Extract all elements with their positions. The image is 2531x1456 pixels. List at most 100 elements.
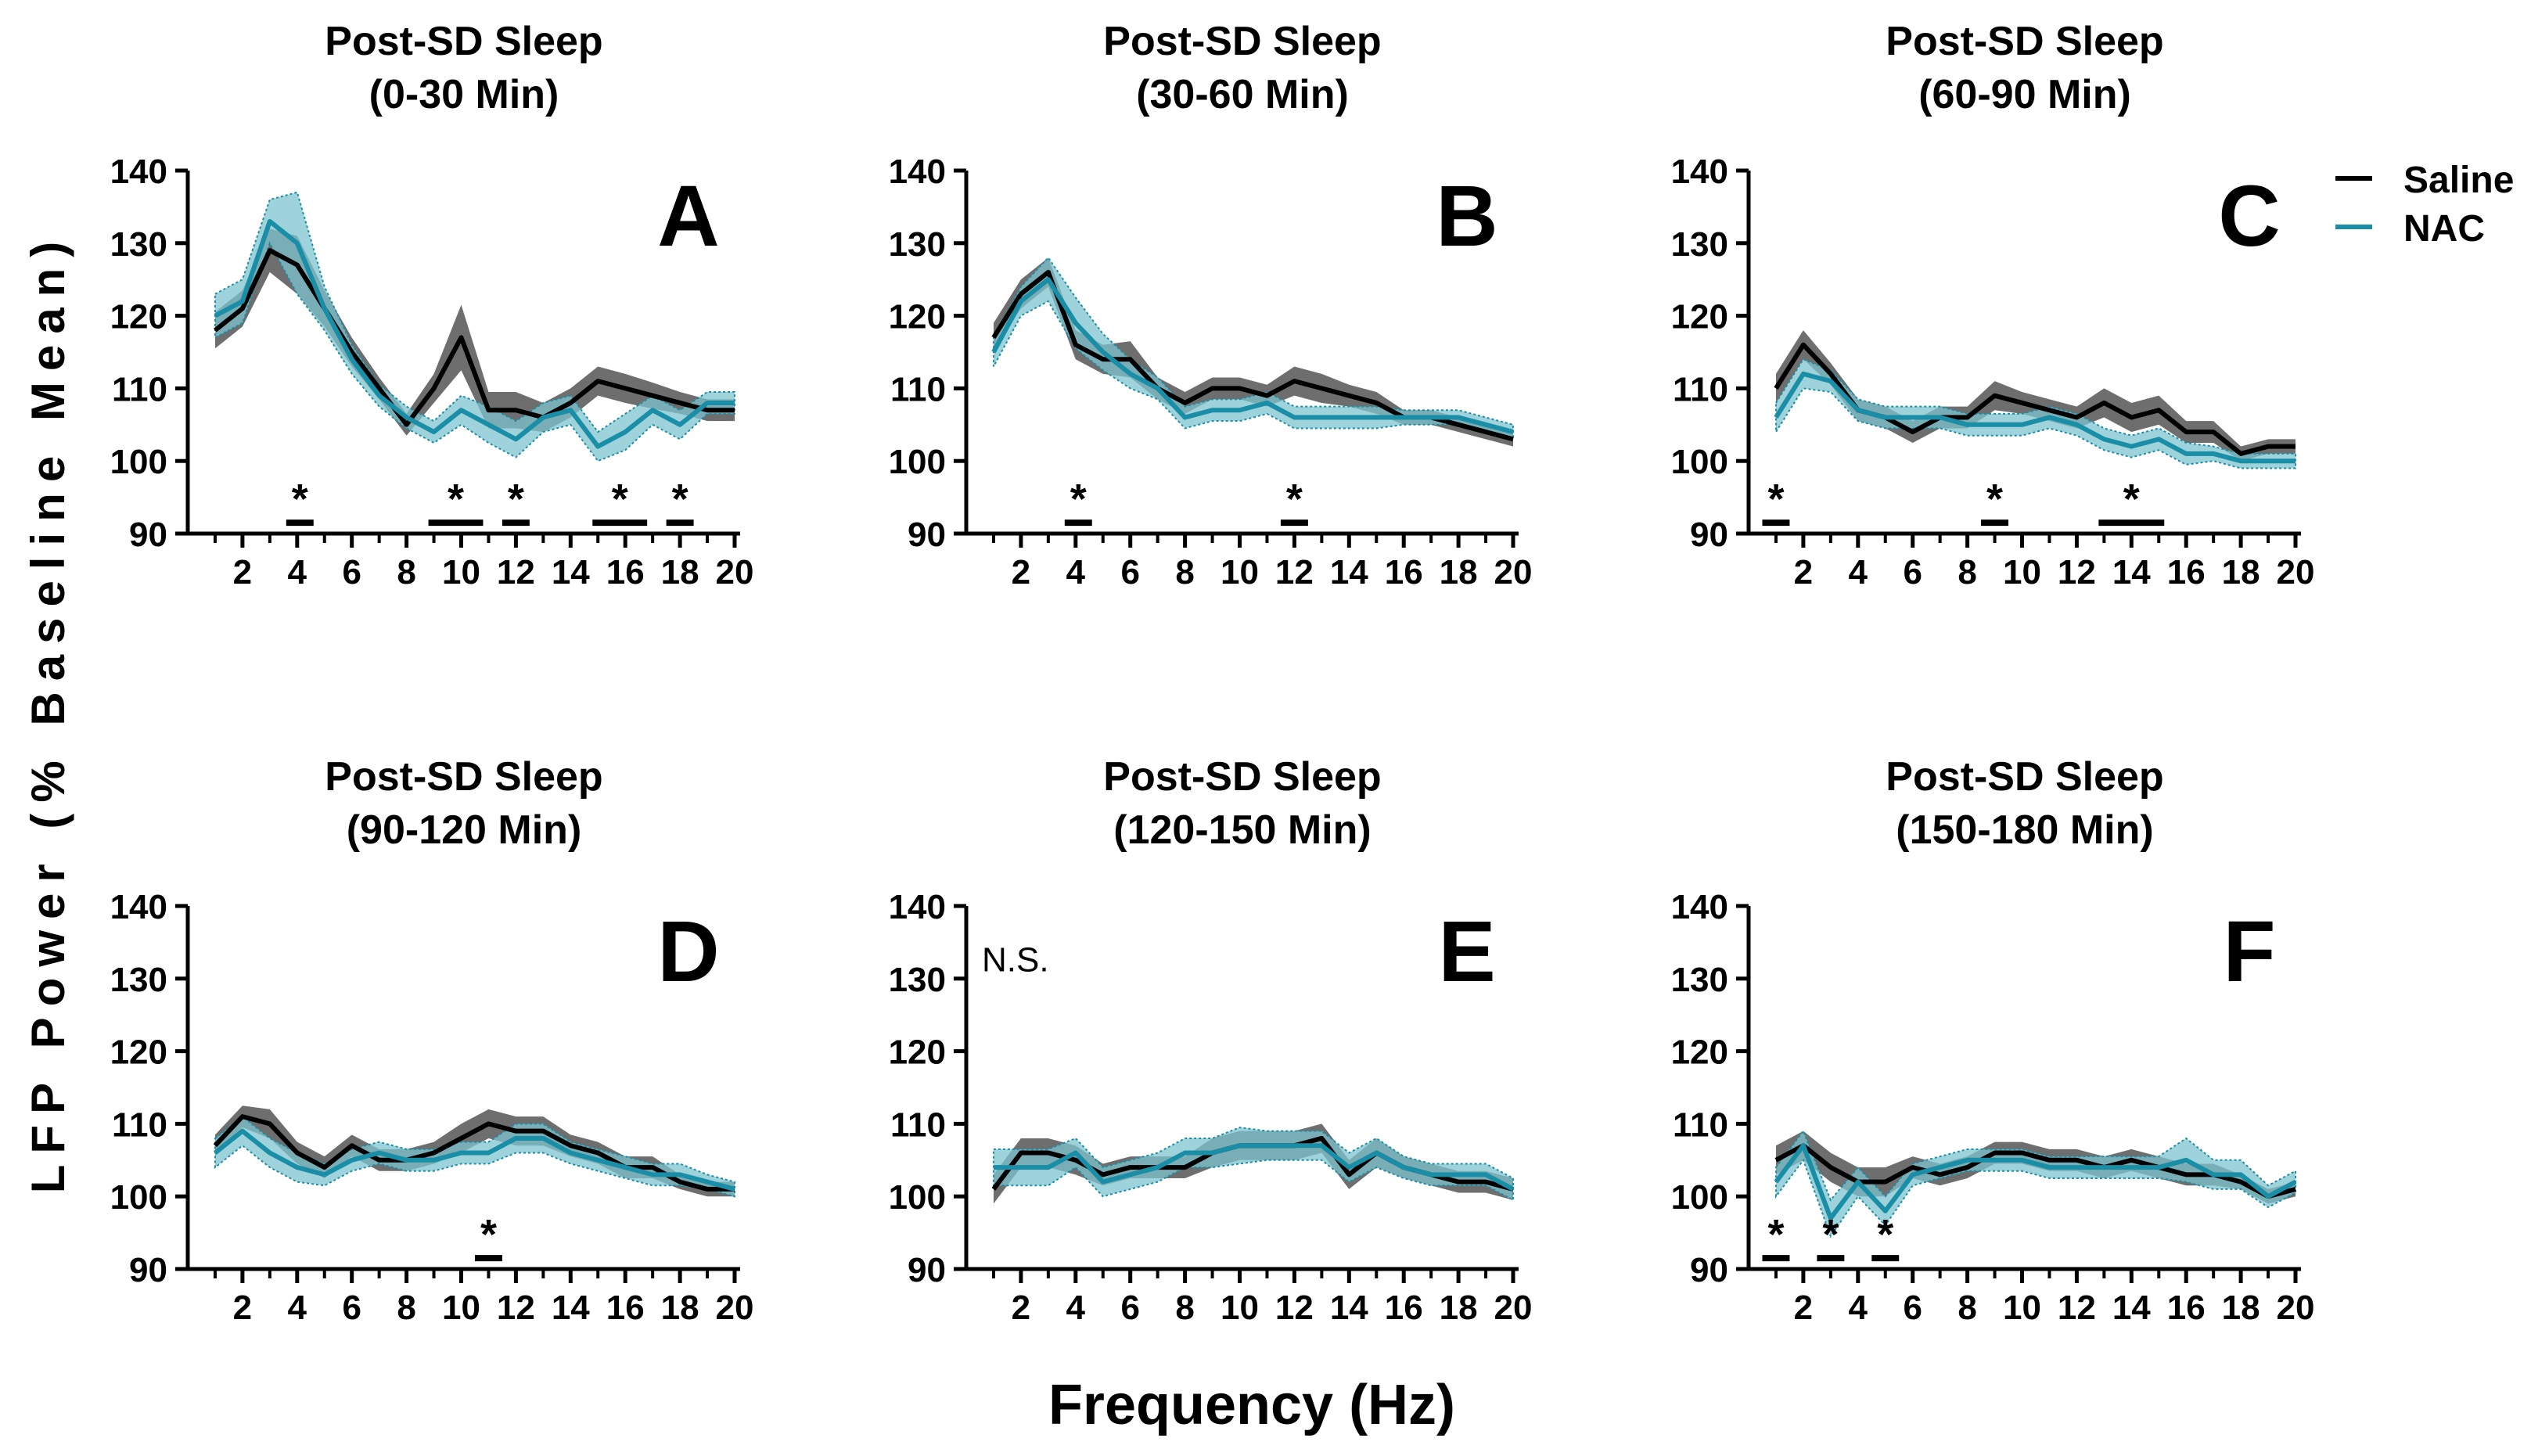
panel-c: Post-SD Sleep (60-90 Min) C 90 100 110 120 130 1…: [1671, 19, 2315, 591]
panel-a-y-tick-label: 140: [110, 153, 167, 191]
panel-f-x-tick-label: 14: [2112, 1289, 2151, 1327]
panel-a-x-tick-label: 10: [442, 553, 480, 591]
panel-d-x-tick-label: 14: [552, 1289, 590, 1327]
panel-e-x-tick-label: 8: [1175, 1289, 1194, 1327]
panel-d-y-tick-label: 100: [110, 1178, 167, 1217]
panel-f-y-tick-label: 100: [1671, 1178, 1728, 1217]
panel-e-y-tick-label: 120: [889, 1034, 946, 1072]
y-axis-label: LFP Power (% Baseline Mean): [22, 231, 74, 1193]
panel-b-x-tick-label: 18: [1440, 553, 1478, 591]
panel-f: Post-SD Sleep (150-180 Min) F 90 100 110 120 13…: [1671, 754, 2315, 1327]
panel-d-x-tick-label: 2: [233, 1289, 252, 1327]
panel-b-significance-star: *: [1070, 476, 1087, 523]
panel-f-x-tick-label: 18: [2222, 1289, 2260, 1327]
panel-b-significance-star: *: [1286, 476, 1303, 523]
panel-a-significance-star: *: [448, 476, 464, 523]
panel-b-x-tick-label: 8: [1175, 553, 1194, 591]
panel-a-x-tick-label: 14: [552, 553, 590, 591]
legend-label-nac: NAC: [2403, 208, 2485, 250]
panel-b-y-tick-label: 140: [889, 153, 946, 191]
panel-b-y-tick-label: 130: [889, 225, 946, 264]
panel-d-x-tick-label: 6: [342, 1289, 361, 1327]
panel-e-note: N.S.: [982, 941, 1049, 980]
panel-a-title-line-2: (0-30 Min): [369, 72, 559, 117]
panel-c-y-tick-label: 120: [1671, 298, 1728, 336]
panel-f-y-tick-label: 90: [1690, 1251, 1728, 1289]
panel-a-significance-star: *: [612, 476, 628, 523]
panel-f-x-tick-label: 6: [1903, 1289, 1922, 1327]
panel-a-x-tick-label: 6: [342, 553, 361, 591]
panel-c-x-tick-label: 6: [1903, 553, 1922, 591]
panel-c-y-tick-label: 110: [1673, 370, 1728, 408]
panel-f-significance-star: *: [1877, 1211, 1893, 1258]
panel-e: Post-SD Sleep (120-150 Min) E N.S. 90 100 110 1…: [889, 754, 1533, 1327]
panel-a-y-tick-label: 90: [129, 516, 167, 554]
panel-c-nac-line: [1774, 371, 2296, 464]
panel-letter-a: A: [657, 168, 719, 264]
panel-d-x-tick-label: 20: [716, 1289, 754, 1327]
panels: Post-SD Sleep (0-30 Min) A 90 100 110 120 130 14…: [110, 19, 2315, 1327]
panel-e-x-tick-label: 14: [1330, 1289, 1368, 1327]
panel-a-significance-star: *: [292, 476, 308, 523]
panel-a-title-line-1: Post-SD Sleep: [325, 19, 602, 64]
panel-b-x-tick-label: 20: [1494, 553, 1533, 591]
panel-e-nac-line: [993, 1143, 1515, 1192]
panel-a-nac-sem-band: [214, 191, 736, 462]
panel-f-nac-line: [1774, 1143, 2297, 1221]
panel-a-x-tick-label: 16: [606, 553, 645, 591]
panel-d-saline-sem-band: [214, 1105, 735, 1197]
panel-f-y-tick-label: 130: [1671, 961, 1728, 999]
panel-d-nac-sem-band: [214, 1115, 736, 1198]
panel-e-x-tick-label: 18: [1440, 1289, 1478, 1327]
panel-a-nac-line: [214, 218, 735, 449]
panel-c-y-tick-label: 140: [1671, 153, 1728, 191]
panel-d-saline-line: [213, 1114, 735, 1192]
panel-c-y-tick-label: 100: [1671, 443, 1728, 481]
panel-f-y-tick-label: 110: [1673, 1105, 1728, 1144]
panel-e-x-tick-label: 6: [1120, 1289, 1139, 1327]
panel-a-x-tick-label: 20: [716, 553, 754, 591]
panel-c-x-tick-label: 16: [2167, 553, 2206, 591]
panel-d-y-tick-label: 140: [110, 888, 167, 926]
panel-f-x-tick-label: 16: [2167, 1289, 2206, 1327]
panel-letter-f: F: [2223, 904, 2275, 1000]
panel-d-y-tick-label: 130: [110, 961, 167, 999]
panel-d-significance-star: *: [480, 1211, 497, 1258]
panel-e-y-tick-label: 130: [889, 961, 946, 999]
panel-a-x-tick-label: 12: [497, 553, 535, 591]
panel-e-title-line-1: Post-SD Sleep: [1103, 754, 1381, 800]
panel-f-y-tick-label: 140: [1671, 888, 1728, 926]
panel-b-x-tick-label: 10: [1221, 553, 1259, 591]
panel-a-significance-star: *: [508, 476, 524, 523]
panel-d-x-tick-label: 8: [397, 1289, 415, 1327]
panel-a-x-tick-label: 8: [397, 553, 415, 591]
panel-a-x-tick-label: 18: [661, 553, 699, 591]
panel-b-y-tick-label: 110: [890, 370, 946, 408]
panel-c-significance-star: *: [1986, 476, 2003, 523]
panel-e-y-tick-label: 140: [889, 888, 946, 926]
panel-b-x-tick-label: 2: [1012, 553, 1030, 591]
panel-letter-d: D: [657, 904, 719, 1000]
legend-label-saline: Saline: [2403, 160, 2514, 201]
panel-a-y-tick-label: 100: [110, 443, 167, 481]
panel-e-x-tick-label: 2: [1012, 1289, 1030, 1327]
panel-b-y-tick-label: 90: [908, 516, 946, 554]
panel-d-y-tick-label: 90: [129, 1251, 167, 1289]
panel-f-nac-sem-band: [1774, 1129, 2297, 1238]
panel-e-nac-sem-band: [992, 1127, 1515, 1202]
panel-f-x-tick-label: 2: [1794, 1289, 1813, 1327]
panel-a-y-tick-label: 120: [110, 298, 167, 336]
legend: Saline NAC: [2335, 160, 2514, 250]
panel-c-y-tick-label: 90: [1690, 516, 1728, 554]
panel-a: Post-SD Sleep (0-30 Min) A 90 100 110 120 130 14…: [110, 19, 754, 591]
panel-f-title-line-2: (150-180 Min): [1896, 807, 2153, 853]
panel-letter-e: E: [1438, 904, 1495, 1000]
panel-f-significance-star: *: [1822, 1211, 1839, 1258]
panel-a-significance-star: *: [672, 476, 688, 523]
panel-a-y-tick-label: 130: [110, 225, 167, 264]
panel-b-title-line-1: Post-SD Sleep: [1103, 19, 1381, 64]
panel-f-x-tick-label: 12: [2058, 1289, 2096, 1327]
panel-c-significance-star: *: [1767, 476, 1784, 523]
panel-f-x-tick-label: 4: [1849, 1289, 1868, 1327]
